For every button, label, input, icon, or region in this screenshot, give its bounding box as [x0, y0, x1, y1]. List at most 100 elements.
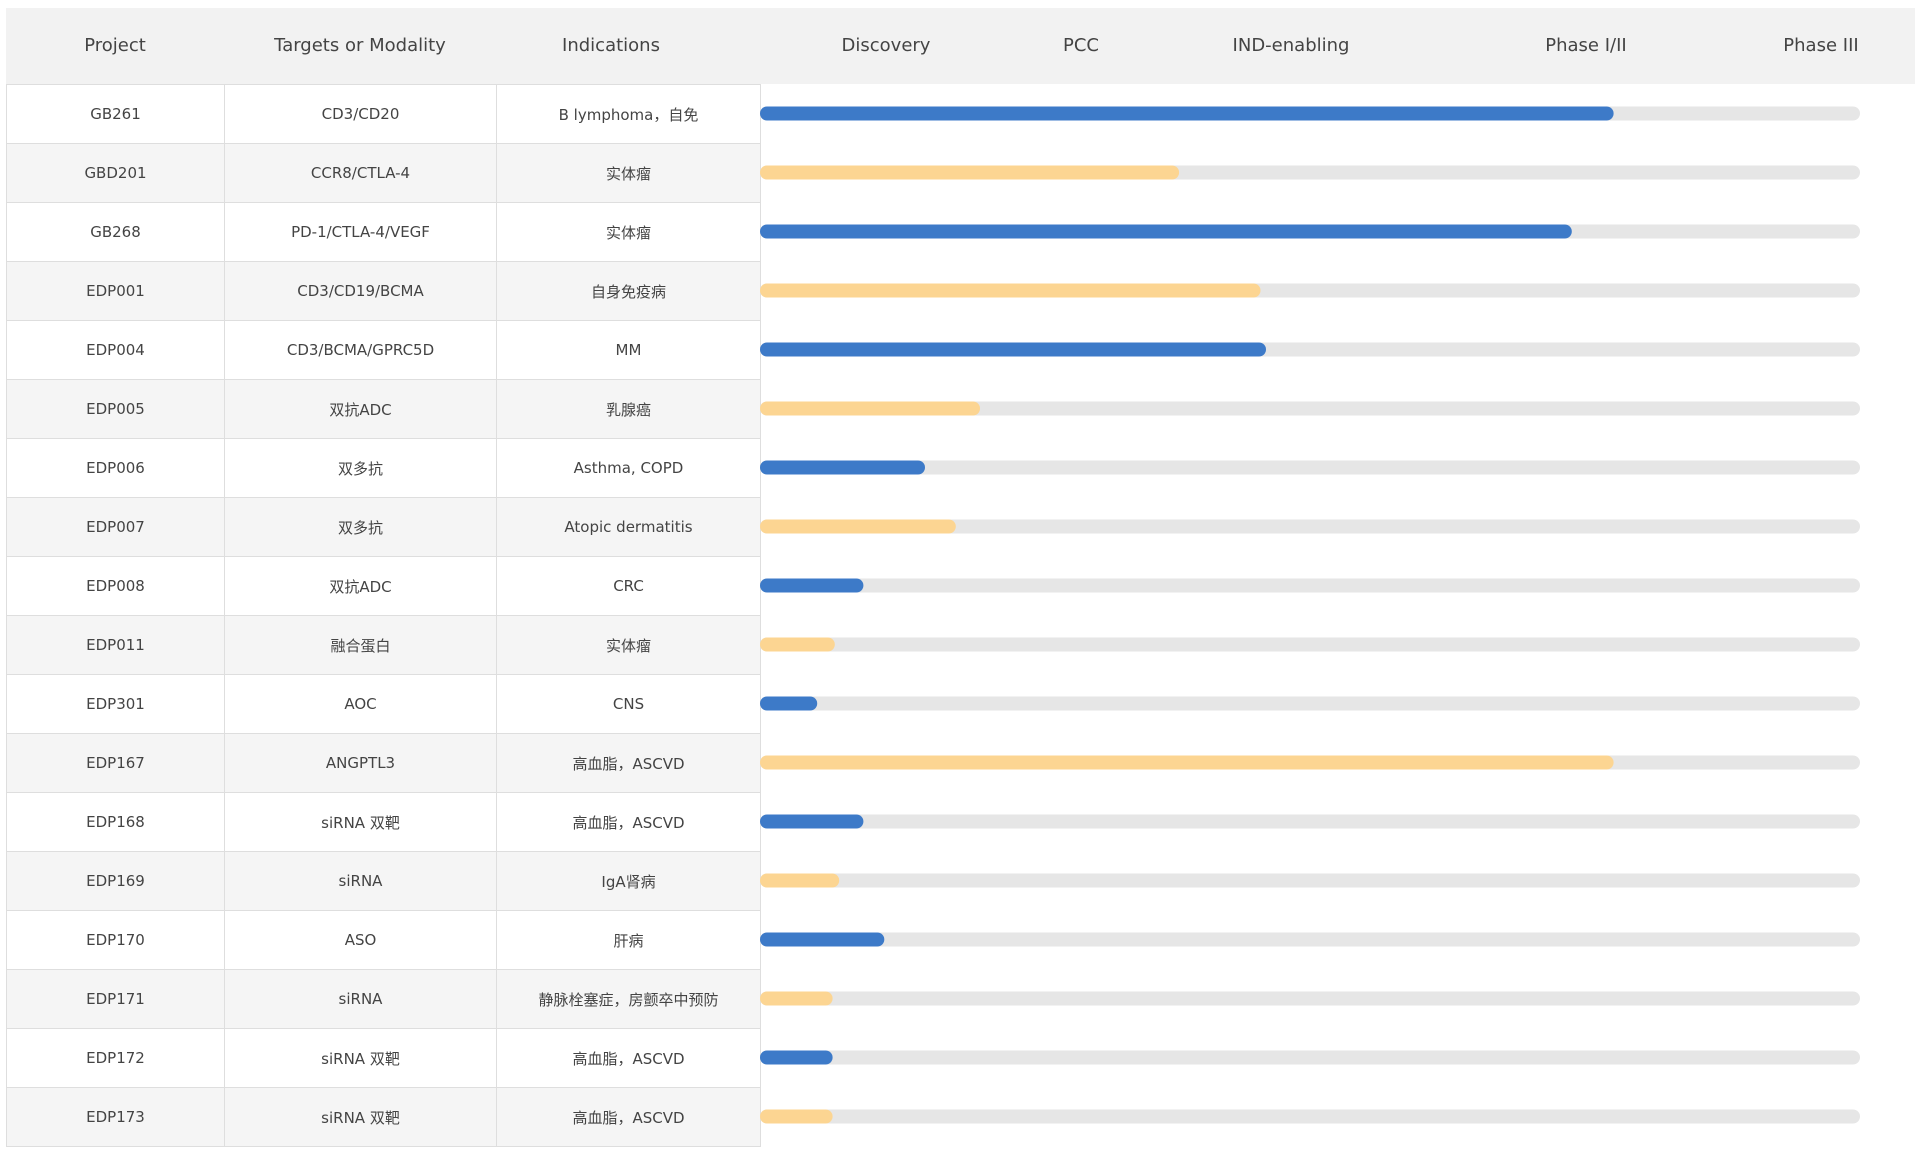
- table-row: EDP006 双多抗 Asthma, COPD: [6, 438, 761, 498]
- targets-cell: siRNA 双靶: [224, 792, 497, 852]
- project-cell: EDP172: [6, 1028, 225, 1088]
- project-cell: GB261: [6, 84, 225, 144]
- indication-cell: 高血脂，ASCVD: [496, 733, 761, 793]
- indication-cell: CRC: [496, 556, 761, 616]
- table-row: EDP170 ASO 肝病: [6, 910, 761, 970]
- progress-bar-edp011: [760, 637, 835, 652]
- progress-bar-edp001: [760, 283, 1261, 298]
- table-row: EDP171 siRNA 静脉栓塞症，房颤卒中预防: [6, 969, 761, 1029]
- project-cell: EDP171: [6, 969, 225, 1029]
- header-project: Project: [84, 35, 146, 56]
- indication-cell: IgA肾病: [496, 851, 761, 911]
- targets-cell: siRNA: [224, 969, 497, 1029]
- progress-track-edp007: [760, 519, 1860, 534]
- header-stage-pcc: PCC: [1063, 35, 1099, 56]
- progress-track-edp005: [760, 401, 1860, 416]
- targets-cell: siRNA: [224, 851, 497, 911]
- targets-cell: AOC: [224, 674, 497, 734]
- indication-cell: 静脉栓塞症，房颤卒中预防: [496, 969, 761, 1029]
- pipeline-table: GB261 CD3/CD20 B lymphoma，自免 GBD201 CCR8/CTL…: [6, 84, 761, 1147]
- project-cell: EDP173: [6, 1087, 225, 1147]
- progress-track-edp301: [760, 696, 1860, 711]
- progress-bar-edp005: [760, 401, 980, 416]
- targets-cell: ASO: [224, 910, 497, 970]
- header-stage-ind-enabling: IND-enabling: [1232, 35, 1350, 56]
- project-cell: EDP170: [6, 910, 225, 970]
- project-cell: EDP007: [6, 497, 225, 557]
- progress-bar-edp007: [760, 519, 956, 534]
- table-row: EDP011 融合蛋白 实体瘤: [6, 615, 761, 675]
- progress-bar-edp301: [760, 696, 818, 711]
- project-cell: EDP004: [6, 320, 225, 380]
- targets-cell: CD3/CD20: [224, 84, 497, 144]
- progress-bar-edp170: [760, 932, 885, 947]
- progress-bar-edp172: [760, 1050, 833, 1065]
- project-cell: EDP168: [6, 792, 225, 852]
- table-row: EDP173 siRNA 双靶 高血脂，ASCVD: [6, 1087, 761, 1147]
- targets-cell: 双多抗: [224, 497, 497, 557]
- targets-cell: PD-1/CTLA-4/VEGF: [224, 202, 497, 262]
- progress-bar-edp171: [760, 991, 833, 1006]
- table-row: GBD201 CCR8/CTLA-4 实体瘤: [6, 143, 761, 203]
- indication-cell: 高血脂，ASCVD: [496, 1087, 761, 1147]
- project-cell: GBD201: [6, 143, 225, 203]
- targets-cell: ANGPTL3: [224, 733, 497, 793]
- progress-bar-edp168: [760, 814, 864, 829]
- indication-cell: Asthma, COPD: [496, 438, 761, 498]
- progress-bar-edp173: [760, 1109, 833, 1124]
- header-stage-discovery: Discovery: [841, 35, 931, 56]
- table-row: GB261 CD3/CD20 B lymphoma，自免: [6, 84, 761, 144]
- targets-cell: CCR8/CTLA-4: [224, 143, 497, 203]
- project-cell: EDP167: [6, 733, 225, 793]
- table-row: EDP172 siRNA 双靶 高血脂，ASCVD: [6, 1028, 761, 1088]
- progress-track-edp172: [760, 1050, 1860, 1065]
- indication-cell: 自身免疫病: [496, 261, 761, 321]
- progress-bar-edp004: [760, 342, 1266, 357]
- progress-track-edp168: [760, 814, 1860, 829]
- table-row: EDP008 双抗ADC CRC: [6, 556, 761, 616]
- indication-cell: MM: [496, 320, 761, 380]
- project-cell: EDP008: [6, 556, 225, 616]
- progress-bar-gbd201: [760, 165, 1180, 180]
- table-row: EDP301 AOC CNS: [6, 674, 761, 734]
- indication-cell: 实体瘤: [496, 615, 761, 675]
- project-cell: EDP011: [6, 615, 225, 675]
- table-row: EDP005 双抗ADC 乳腺癌: [6, 379, 761, 439]
- progress-track-edp169: [760, 873, 1860, 888]
- progress-bar-gb268: [760, 224, 1572, 239]
- indication-cell: 肝病: [496, 910, 761, 970]
- indication-cell: 实体瘤: [496, 202, 761, 262]
- indication-cell: 实体瘤: [496, 143, 761, 203]
- progress-track-edp173: [760, 1109, 1860, 1124]
- indication-cell: 乳腺癌: [496, 379, 761, 439]
- table-row: EDP007 双多抗 Atopic dermatitis: [6, 497, 761, 557]
- project-cell: EDP006: [6, 438, 225, 498]
- targets-cell: siRNA 双靶: [224, 1087, 497, 1147]
- table-row: EDP169 siRNA IgA肾病: [6, 851, 761, 911]
- progress-bar-edp169: [760, 873, 840, 888]
- table-row: EDP167 ANGPTL3 高血脂，ASCVD: [6, 733, 761, 793]
- targets-cell: CD3/BCMA/GPRC5D: [224, 320, 497, 380]
- targets-cell: 双抗ADC: [224, 556, 497, 616]
- table-row: EDP004 CD3/BCMA/GPRC5D MM: [6, 320, 761, 380]
- header-stage-phase-1-2: Phase I/II: [1545, 35, 1627, 56]
- header-indications: Indications: [562, 35, 660, 56]
- targets-cell: 双多抗: [224, 438, 497, 498]
- progress-bar-edp008: [760, 578, 864, 593]
- progress-track-edp170: [760, 932, 1860, 947]
- progress-track-edp171: [760, 991, 1860, 1006]
- progress-track-edp011: [760, 637, 1860, 652]
- project-cell: EDP005: [6, 379, 225, 439]
- progress-track-edp008: [760, 578, 1860, 593]
- progress-bar-edp006: [760, 460, 925, 475]
- project-cell: EDP301: [6, 674, 225, 734]
- targets-cell: 双抗ADC: [224, 379, 497, 439]
- pipeline-header: Project Targets or Modality Indications …: [6, 8, 1915, 84]
- targets-cell: CD3/CD19/BCMA: [224, 261, 497, 321]
- project-cell: EDP169: [6, 851, 225, 911]
- header-targets: Targets or Modality: [274, 35, 446, 56]
- progress-bar-edp167: [760, 755, 1614, 770]
- table-row: GB268 PD-1/CTLA-4/VEGF 实体瘤: [6, 202, 761, 262]
- indication-cell: B lymphoma，自免: [496, 84, 761, 144]
- project-cell: GB268: [6, 202, 225, 262]
